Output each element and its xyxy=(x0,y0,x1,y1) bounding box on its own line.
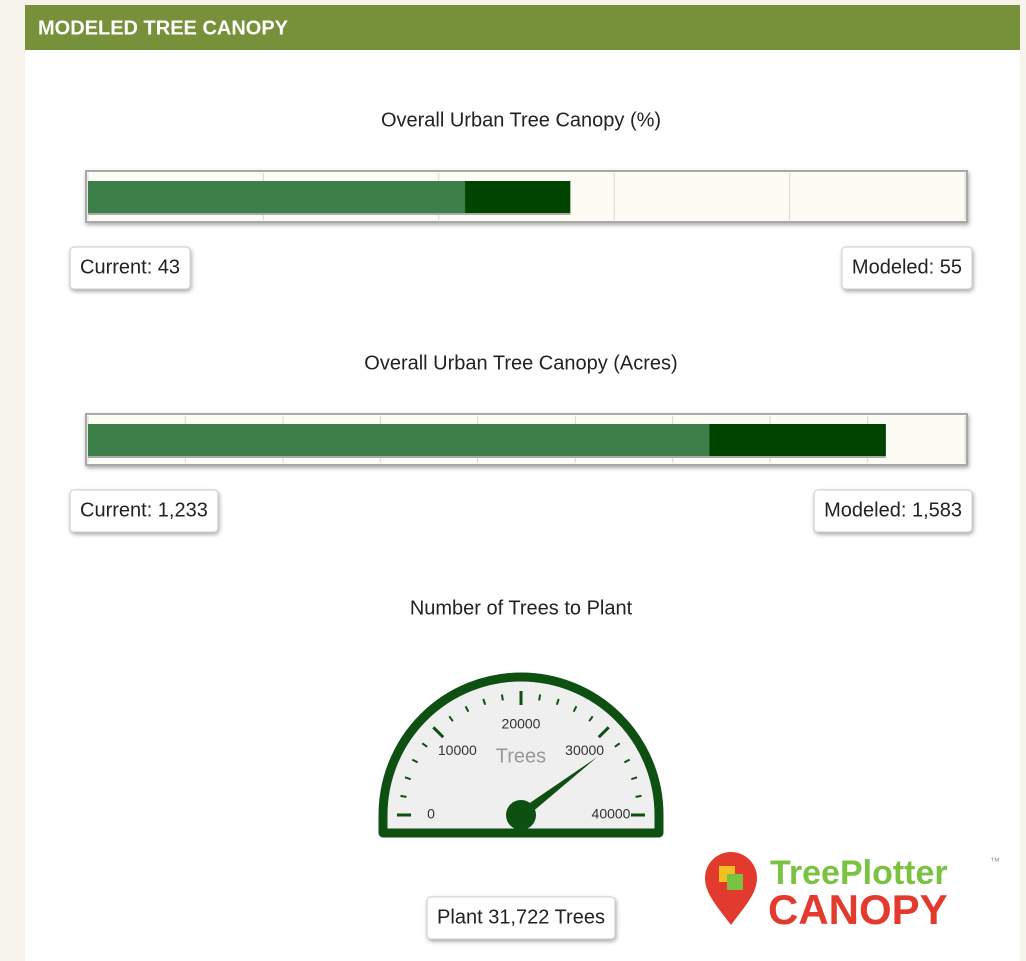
label-box xyxy=(813,489,973,533)
minor-tick xyxy=(411,758,419,764)
label-box xyxy=(69,246,191,290)
label-box xyxy=(841,246,973,290)
tick-label: 20000 xyxy=(502,716,541,732)
logo-trademark: ™ xyxy=(990,857,1000,868)
panel-title: MODELED TREE CANOPY xyxy=(38,17,289,39)
minor-tick xyxy=(623,758,631,764)
minor-tick xyxy=(631,776,638,781)
minor-tick xyxy=(614,742,621,748)
minor-tick xyxy=(588,715,594,722)
minor-tick xyxy=(464,705,470,713)
gauge-unit: Trees xyxy=(496,745,546,767)
tick-label: 30000 xyxy=(565,742,604,758)
logo: TreePlotter ™ CANOPY xyxy=(705,852,1000,933)
logo-square xyxy=(727,874,743,890)
logo-product: CANOPY xyxy=(768,886,948,933)
value-label: Current: 43 xyxy=(80,256,180,278)
minor-tick xyxy=(555,698,560,705)
minor-tick xyxy=(500,694,504,701)
minor-tick xyxy=(482,698,487,705)
value-label: Current: 1,233 xyxy=(80,499,208,521)
gauge-dial xyxy=(378,672,664,838)
tick-label: 40000 xyxy=(592,806,631,822)
minor-tick xyxy=(635,794,642,798)
label-box xyxy=(426,896,616,940)
bar xyxy=(88,181,466,213)
bar xyxy=(88,424,710,456)
chart-title: Overall Urban Tree Canopy (Acres) xyxy=(364,352,677,374)
minor-tick xyxy=(448,715,454,722)
minor-tick xyxy=(404,776,411,781)
chart-title: Overall Urban Tree Canopy (%) xyxy=(381,109,661,131)
label-box xyxy=(69,489,219,533)
panel-header xyxy=(25,5,1020,50)
major-tick xyxy=(432,726,445,739)
tick-label: 10000 xyxy=(438,742,477,758)
tick-label: 0 xyxy=(427,806,435,822)
chart-title: Number of Trees to Plant xyxy=(410,597,633,619)
value-label: Modeled: 1,583 xyxy=(824,499,962,521)
major-tick xyxy=(597,726,610,739)
logo-name: TreePlotter xyxy=(770,854,948,892)
gauge-hub xyxy=(506,800,536,830)
minor-tick xyxy=(572,705,578,713)
minor-tick xyxy=(421,742,428,748)
gauge-needle xyxy=(517,756,598,819)
minor-tick xyxy=(400,794,407,798)
value-label: Plant 31,722 Trees xyxy=(437,906,605,928)
value-label: Modeled: 55 xyxy=(852,256,962,278)
minor-tick xyxy=(538,694,542,701)
